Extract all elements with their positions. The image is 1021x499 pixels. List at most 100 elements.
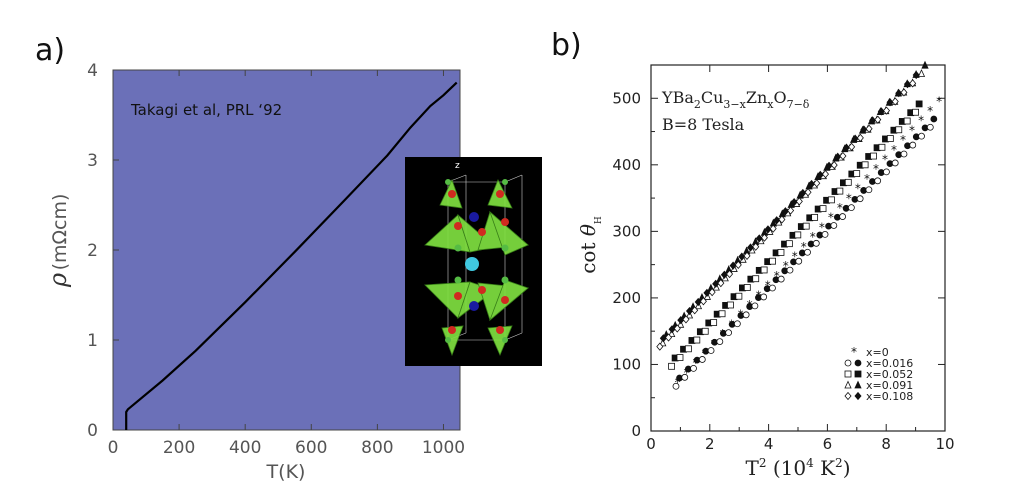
legend-marker: [854, 391, 862, 401]
copper-atom: [502, 337, 508, 343]
copper-atom: [501, 276, 509, 284]
data-point: [708, 288, 716, 297]
data-point: *: [819, 220, 825, 234]
data-point: [860, 125, 868, 134]
panel-b-field: B=8 Tesla: [662, 115, 745, 134]
data-point: [668, 329, 676, 338]
copper-atom: [454, 244, 462, 252]
data-point: [834, 152, 842, 161]
data-point: [735, 292, 743, 300]
oxygen-atom: [478, 286, 486, 294]
data-point: [903, 79, 911, 89]
data-point: [918, 132, 925, 140]
panel-b-label: b): [551, 28, 582, 63]
data-point: [816, 170, 824, 180]
legend-label: x=0.091: [866, 379, 913, 392]
data-point: [915, 100, 923, 108]
copper-atom: [445, 337, 451, 343]
panel-a-xlabel: T(K): [266, 461, 306, 483]
legend-marker: [854, 359, 862, 367]
data-point: [844, 178, 852, 186]
data-point: [682, 315, 690, 324]
legend-marker: [854, 380, 862, 389]
panel-b-ytick-label: 100: [612, 355, 641, 373]
data-point: [865, 186, 873, 194]
panel-a-xtick-label: 0: [108, 438, 119, 458]
data-point: [694, 297, 702, 307]
oxygen-atom: [496, 190, 504, 198]
data-point: *: [873, 162, 879, 176]
crystal-structure-inset: z: [405, 157, 542, 366]
data-point: *: [837, 201, 843, 215]
data-point: [729, 261, 737, 270]
panel-b-ytick-label: 500: [612, 89, 641, 107]
resistivity-curve: [125, 81, 458, 430]
panel-a-annotation: Takagi et al, PRL ‘92: [130, 101, 282, 119]
data-point: [693, 336, 701, 344]
data-point: *: [864, 172, 870, 186]
data-point: [848, 142, 856, 152]
data-point: [760, 233, 768, 242]
legend-label: x=0.108: [866, 390, 913, 403]
data-point: [769, 257, 776, 265]
data-point: [786, 266, 794, 274]
barium-atom: [469, 212, 479, 222]
panel-a: a) 0 200 400 600 800 1000 0 1 2 3 4 Takagi et al, …: [35, 33, 542, 483]
panel-a-xtick-label: 400: [229, 438, 261, 458]
panel-a-xtick-label: 600: [295, 438, 327, 458]
data-point: [760, 266, 768, 274]
panel-b-ytick-label: 0: [631, 422, 641, 440]
data-point: [808, 179, 816, 189]
data-point: [877, 107, 885, 116]
panel-b-ytick-label: 400: [612, 156, 641, 174]
panel-b-xtick-label: 10: [935, 435, 954, 453]
copper-atom: [502, 179, 508, 185]
data-point: [785, 240, 793, 248]
svg-text:cot θH: cot θH: [576, 216, 604, 274]
data-point: [799, 188, 807, 198]
data-point: [733, 320, 741, 328]
panel-a-xtick-label: 800: [361, 438, 393, 458]
data-point: [874, 177, 882, 185]
legend-marker: *: [851, 345, 857, 359]
inset-axis-label: z: [455, 161, 460, 171]
data-point: *: [783, 259, 789, 273]
data-point: [839, 151, 847, 161]
data-point: [677, 316, 685, 325]
legend-marker: [844, 359, 852, 367]
data-point: [738, 252, 746, 261]
data-point: *: [936, 94, 942, 108]
oxygen-atom: [454, 292, 462, 300]
data-point: [720, 270, 728, 279]
panel-a-label: a): [35, 33, 65, 68]
data-point: *: [900, 133, 906, 147]
data-point: [665, 333, 673, 342]
data-point: *: [846, 191, 852, 205]
data-point: [727, 301, 734, 309]
data-point: [707, 347, 715, 354]
data-point: [673, 324, 681, 333]
data-point: [895, 126, 903, 134]
data-point: [681, 373, 689, 381]
data-point: [839, 213, 847, 220]
data-point: [778, 215, 786, 224]
data-point: [701, 327, 709, 335]
data-point: [710, 319, 718, 326]
panel-a-xtick-label: 200: [163, 438, 195, 458]
data-point: [865, 124, 873, 133]
data-point: [909, 79, 917, 88]
data-point: [752, 242, 760, 251]
panel-b-points: ******************************: [656, 60, 942, 390]
oxygen-atom: [478, 228, 486, 236]
data-point: [742, 311, 750, 319]
panel-a-ylabel-symbol: ρ: [44, 273, 72, 288]
data-point: [926, 123, 934, 131]
data-point: *: [801, 240, 807, 254]
data-point: [717, 278, 725, 288]
oxygen-atom: [448, 326, 456, 334]
data-point: [836, 187, 844, 195]
data-point: [802, 222, 810, 230]
data-point: [676, 354, 684, 361]
